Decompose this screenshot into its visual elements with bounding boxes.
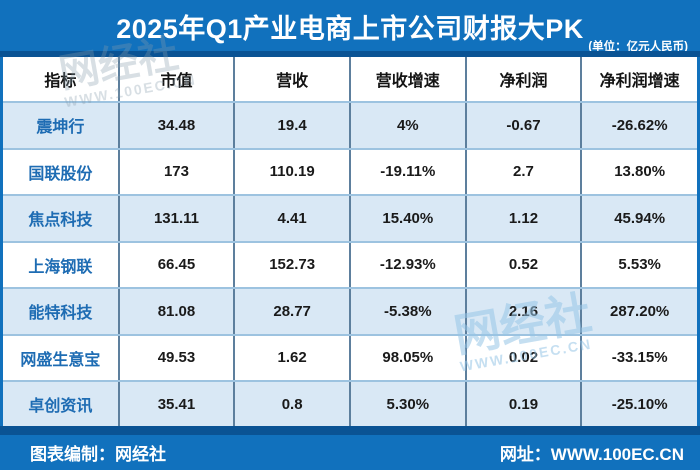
revenue-growth-value: 4% <box>349 102 467 150</box>
revenue-value: 110.19 <box>234 148 351 197</box>
market-cap-value: 49.53 <box>118 334 236 383</box>
footer-bar: 图表编制：网经社 网址：WWW.100EC.CN <box>0 435 700 470</box>
net-profit-growth-value: 13.80% <box>581 148 697 197</box>
company-name: 能特科技 <box>3 288 120 336</box>
table-row: 卓创资讯 35.41 0.8 5.30% 0.19 -25.10% <box>3 381 697 426</box>
revenue-growth-value: 15.40% <box>349 195 467 243</box>
net-profit-growth-value: -33.15% <box>581 334 697 383</box>
financial-table-wrap: 指标 市值 营收 营收增速 净利润 净利润增速 震坤行 34.48 19.4 4… <box>3 57 697 426</box>
bottom-divider-strip <box>0 426 700 435</box>
col-header-market-cap: 市值 <box>118 57 236 103</box>
market-cap-value: 173 <box>118 148 236 197</box>
net-profit-value: 0.19 <box>465 381 583 426</box>
page-title: 2025年Q1产业电商上市公司财报大PK <box>116 14 584 44</box>
revenue-value: 0.8 <box>234 381 351 426</box>
footer-website: 网址：WWW.100EC.CN <box>499 445 684 464</box>
net-profit-growth-value: 287.20% <box>581 288 697 336</box>
revenue-growth-value: 98.05% <box>349 334 467 383</box>
col-header-indicator: 指标 <box>3 57 120 103</box>
company-name: 卓创资讯 <box>3 381 120 426</box>
company-name: 上海钢联 <box>3 241 120 290</box>
market-cap-value: 66.45 <box>118 241 236 290</box>
table-row: 焦点科技 131.11 4.41 15.40% 1.12 45.94% <box>3 195 697 243</box>
revenue-growth-value: -19.11% <box>349 148 467 197</box>
revenue-value: 1.62 <box>234 334 351 383</box>
revenue-growth-value: 5.30% <box>349 381 467 426</box>
net-profit-value: 2.16 <box>465 288 583 336</box>
revenue-growth-value: -5.38% <box>349 288 467 336</box>
net-profit-growth-value: -26.62% <box>581 102 697 150</box>
revenue-value: 4.41 <box>234 195 351 243</box>
financial-table: 指标 市值 营收 营收增速 净利润 净利润增速 震坤行 34.48 19.4 4… <box>3 57 697 426</box>
table-row: 震坤行 34.48 19.4 4% -0.67 -26.62% <box>3 102 697 150</box>
net-profit-value: -0.67 <box>465 102 583 150</box>
net-profit-growth-value: 5.53% <box>581 241 697 290</box>
net-profit-growth-value: -25.10% <box>581 381 697 426</box>
table-header-row: 指标 市值 营收 营收增速 净利润 净利润增速 <box>3 57 697 103</box>
revenue-value: 28.77 <box>234 288 351 336</box>
company-name: 震坤行 <box>3 102 120 150</box>
table-row: 能特科技 81.08 28.77 -5.38% 2.16 287.20% <box>3 288 697 336</box>
market-cap-value: 131.11 <box>118 195 236 243</box>
table-row: 网盛生意宝 49.53 1.62 98.05% 0.02 -33.15% <box>3 334 697 383</box>
unit-note: (单位：亿元人民币) <box>588 41 688 53</box>
market-cap-value: 34.48 <box>118 102 236 150</box>
col-header-revenue-growth: 营收增速 <box>349 57 467 103</box>
col-header-net-profit-growth: 净利润增速 <box>581 57 697 103</box>
company-name: 焦点科技 <box>3 195 120 243</box>
col-header-revenue: 营收 <box>234 57 351 103</box>
market-cap-value: 35.41 <box>118 381 236 426</box>
company-name: 国联股份 <box>3 148 120 197</box>
revenue-growth-value: -12.93% <box>349 241 467 290</box>
top-divider-strip <box>0 51 700 57</box>
footer-credit: 图表编制：网经社 <box>30 445 166 464</box>
col-header-net-profit: 净利润 <box>465 57 583 103</box>
net-profit-value: 2.7 <box>465 148 583 197</box>
company-name: 网盛生意宝 <box>3 334 120 383</box>
revenue-value: 19.4 <box>234 102 351 150</box>
table-row: 国联股份 173 110.19 -19.11% 2.7 13.80% <box>3 148 697 197</box>
revenue-value: 152.73 <box>234 241 351 290</box>
net-profit-value: 0.52 <box>465 241 583 290</box>
market-cap-value: 81.08 <box>118 288 236 336</box>
net-profit-value: 0.02 <box>465 334 583 383</box>
table-row: 上海钢联 66.45 152.73 -12.93% 0.52 5.53% <box>3 241 697 290</box>
net-profit-value: 1.12 <box>465 195 583 243</box>
net-profit-growth-value: 45.94% <box>581 195 697 243</box>
